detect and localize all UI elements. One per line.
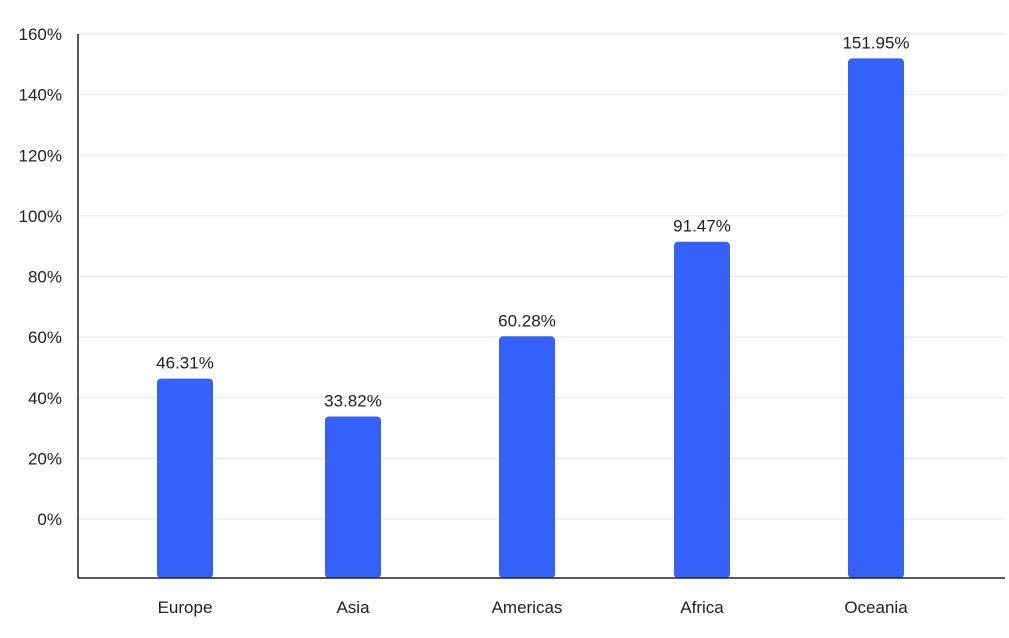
- x-category-label: Americas: [492, 598, 563, 617]
- value-label: 33.82%: [324, 391, 382, 410]
- value-label: 91.47%: [673, 217, 731, 236]
- gridlines: [78, 33, 1005, 520]
- y-tick-label: 20%: [28, 449, 62, 468]
- axes: [77, 34, 1005, 579]
- x-category-label: Oceania: [844, 598, 908, 617]
- bar: [674, 241, 730, 578]
- bar: [157, 378, 213, 578]
- value-label: 151.95%: [842, 33, 909, 52]
- bar: [499, 336, 555, 578]
- x-category-label: Europe: [158, 598, 213, 617]
- y-tick-label: 60%: [28, 328, 62, 347]
- x-category-label: Africa: [680, 598, 724, 617]
- bar: [848, 58, 904, 579]
- x-category-label: Asia: [336, 598, 370, 617]
- y-tick-label: 0%: [37, 510, 62, 529]
- labels: 0% 20% 40% 60% 80% 100% 120% 140% 160% 46.31% Euro…: [19, 25, 910, 617]
- y-tick-label: 40%: [28, 389, 62, 408]
- bar: [325, 416, 381, 578]
- value-label: 60.28%: [498, 311, 556, 330]
- y-tick-label: 80%: [28, 268, 62, 287]
- value-label: 46.31%: [156, 354, 214, 373]
- y-tick-label: 140%: [19, 86, 62, 105]
- y-tick-label: 120%: [19, 146, 62, 165]
- y-tick-label: 160%: [19, 25, 62, 44]
- bars: [157, 58, 904, 579]
- y-tick-label: 100%: [19, 207, 62, 226]
